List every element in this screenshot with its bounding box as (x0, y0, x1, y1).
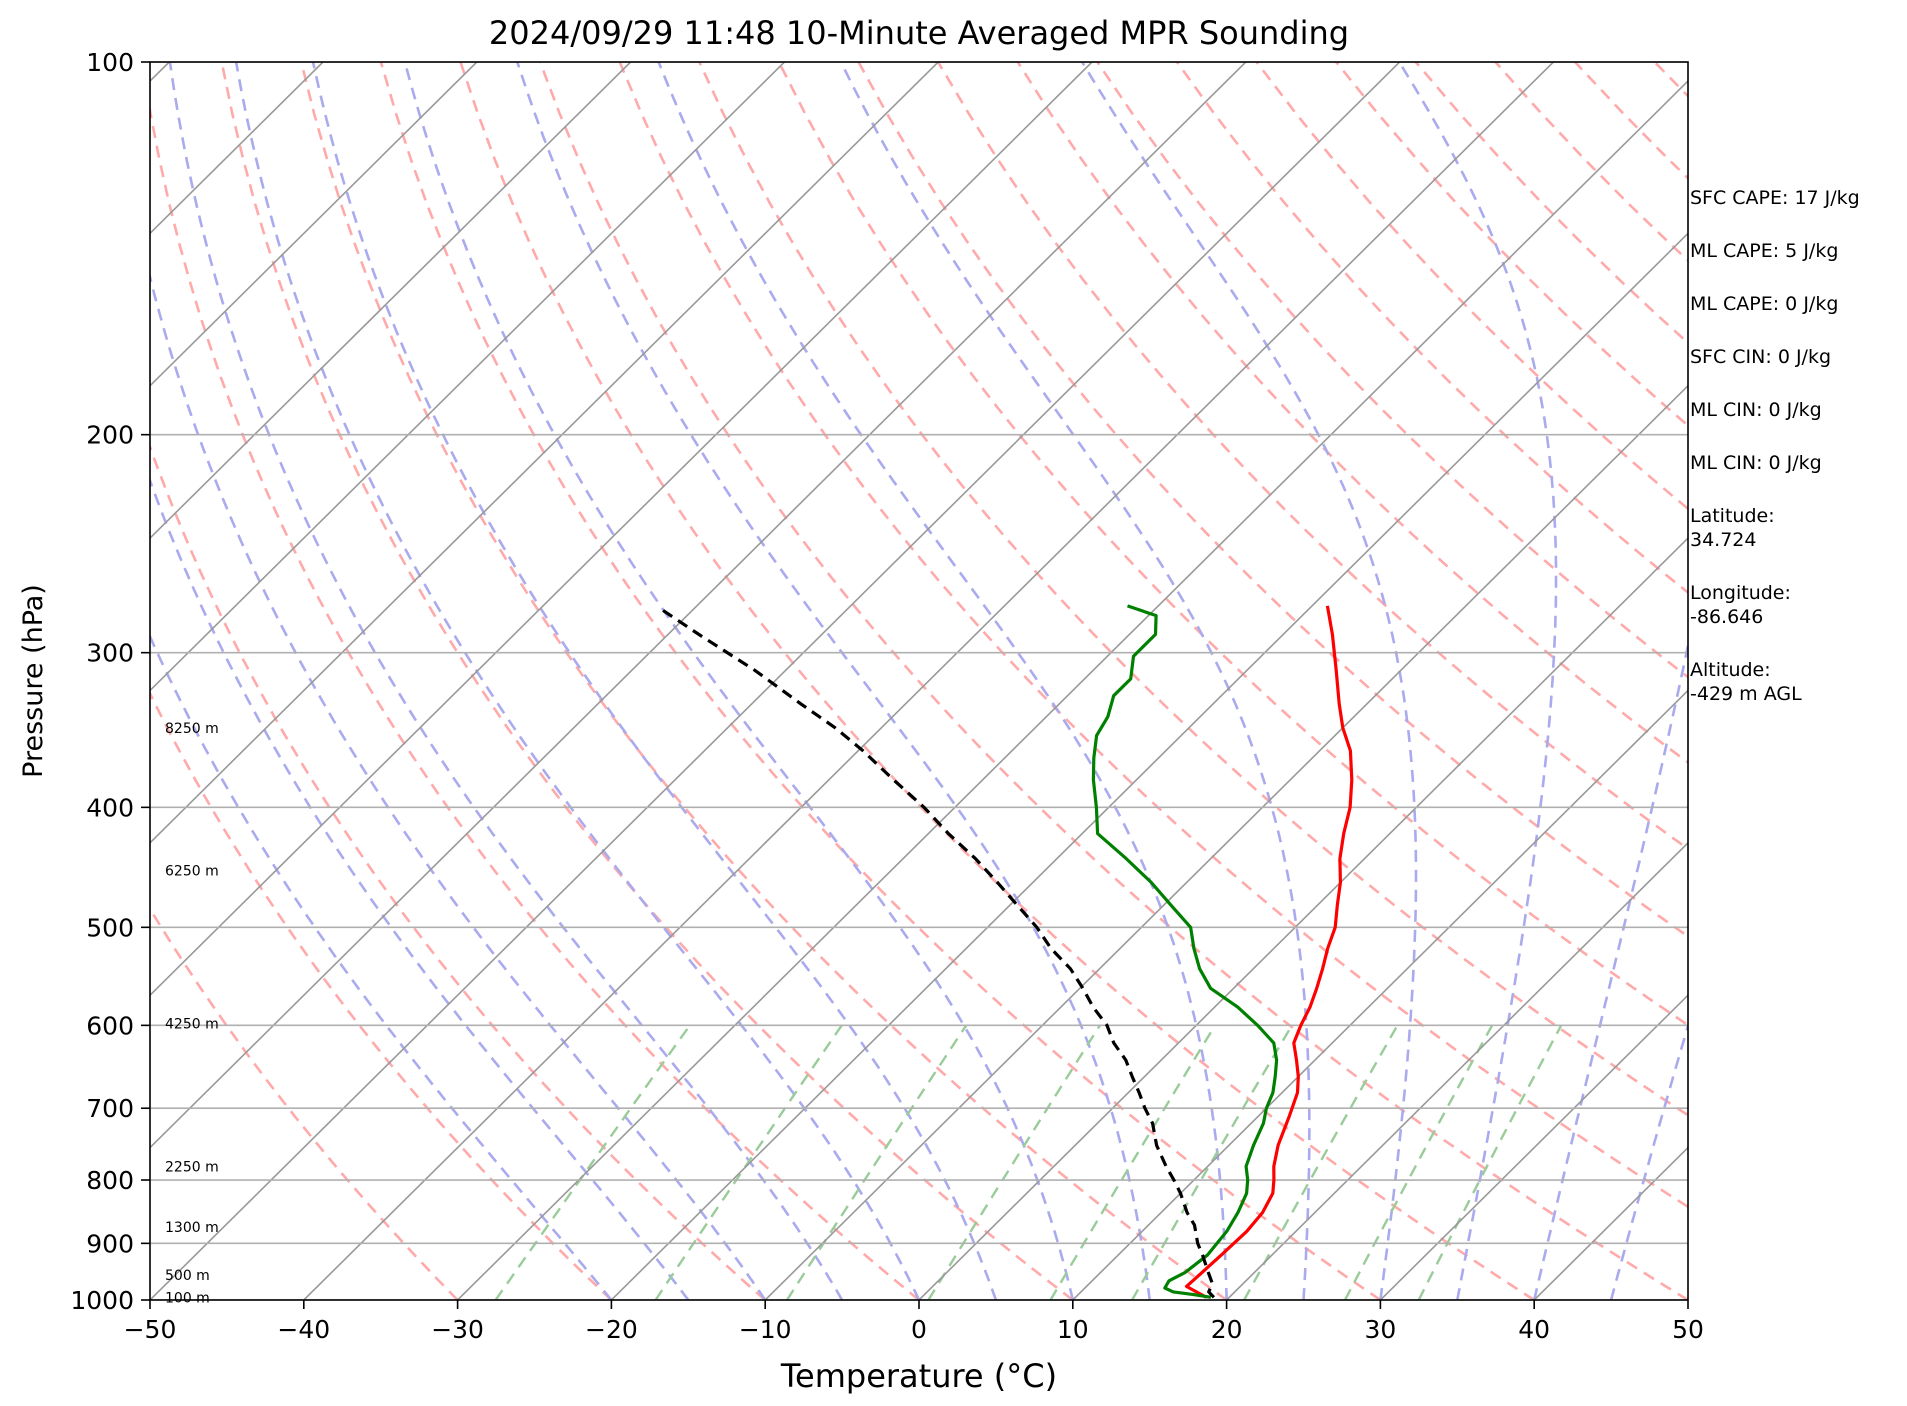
y-tick-label: 200 (86, 421, 134, 450)
height-label: 500 m (165, 1268, 210, 1284)
x-tick-label: −20 (585, 1315, 638, 1344)
isotherm-line (150, 62, 1247, 1149)
parcel-profile-line (661, 608, 1216, 1299)
y-axis-label: Pressure (hPa) (18, 584, 49, 778)
isotherm-line (1379, 994, 1688, 1300)
moist-adiabat-line (1080, 62, 1418, 1300)
height-labels: 8250 m 6250 m 4250 m 2250 m 1300 m 500 m 100 m (165, 721, 219, 1306)
isotherm-line (918, 537, 1688, 1300)
x-tick-label: 40 (1518, 1315, 1550, 1344)
dry-adiabat-line (379, 62, 1382, 1300)
moist-adiabat-line (234, 62, 921, 1300)
ml-cin-text: ML CIN: 0 J/kg (1690, 399, 1822, 421)
dry-adiabat-line (618, 62, 1688, 1209)
moist-adiabat-line (311, 62, 998, 1300)
sfc-cin-text: SFC CIN: 0 J/kg (1690, 346, 1832, 368)
x-axis-ticks: −50 −40 −30 −20 −10 0 10 20 30 40 50 (124, 1300, 1704, 1344)
background-lines (0, 62, 1688, 1300)
mu-cin-text: ML CIN: 0 J/kg (1690, 452, 1822, 474)
sounding-info-panel: SFC CAPE: 17 J/kg ML CAPE: 5 J/kg ML CAP… (1690, 186, 1900, 735)
ml-cape-text: ML CAPE: 5 J/kg (1690, 240, 1839, 262)
mixing-ratio-line (1049, 1024, 1217, 1300)
x-tick-label: 30 (1364, 1315, 1396, 1344)
dry-adiabat-line (538, 62, 1688, 1300)
isotherm-line (150, 62, 632, 540)
x-tick-label: 50 (1672, 1315, 1704, 1344)
moist-adiabat-line (1532, 639, 1688, 1300)
x-tick-label: −40 (277, 1315, 330, 1344)
moist-adiabat-line (1398, 62, 1558, 1300)
x-axis-label: Temperature (°C) (780, 1357, 1057, 1395)
y-tick-label: 600 (86, 1011, 134, 1040)
y-tick-label: 1000 (70, 1286, 134, 1315)
isotherm-line (610, 232, 1688, 1300)
y-tick-label: 700 (86, 1094, 134, 1123)
altitude-text: Altitude: -429 m AGL (1690, 659, 1802, 705)
y-tick-label: 400 (86, 793, 134, 822)
mu-cape-text: ML CAPE: 0 J/kg (1690, 293, 1839, 315)
dry-adiabat-line (300, 62, 1228, 1300)
moist-adiabat-line (168, 62, 844, 1300)
mixing-ratio-line (1343, 1024, 1494, 1300)
height-label: 8250 m (165, 721, 219, 737)
moist-adiabat-line (150, 476, 690, 1300)
temperature-profile-line (1184, 605, 1354, 1299)
height-label: 6250 m (165, 864, 219, 880)
isotherm-line (1226, 841, 1688, 1300)
moist-adiabat-line (150, 271, 767, 1300)
x-tick-label: 10 (1057, 1315, 1089, 1344)
y-tick-label: 300 (86, 639, 134, 668)
isotherm-line (457, 79, 1688, 1300)
height-label: 4250 m (165, 1017, 219, 1033)
x-tick-label: −10 (739, 1315, 792, 1344)
y-axis-ticks: 100 200 300 400 500 600 700 800 900 1000 (70, 48, 150, 1315)
y-tick-label: 900 (86, 1229, 134, 1258)
moist-adiabat-line (839, 62, 1311, 1300)
mixing-ratio-line (494, 1024, 691, 1300)
isotherm-line (150, 62, 478, 387)
y-tick-label: 100 (86, 48, 134, 77)
height-label: 100 m (165, 1290, 210, 1306)
profile-lines (661, 604, 1354, 1299)
x-tick-label: −50 (124, 1315, 177, 1344)
isotherm-line (1072, 689, 1688, 1300)
mixing-ratio-line (1417, 1024, 1563, 1300)
dry-adiabat-line (150, 690, 613, 1300)
isotherm-line (150, 62, 1093, 997)
dry-adiabat-line (150, 102, 920, 1300)
moist-adiabat-line (657, 62, 1228, 1300)
isotherm-line (150, 62, 939, 845)
moist-adiabat-line (403, 62, 1075, 1300)
dry-adiabat-line (220, 62, 1074, 1300)
isotherm-line (0, 62, 15, 1300)
x-tick-label: 0 (911, 1315, 927, 1344)
mixing-ratio-line (1131, 1024, 1293, 1300)
height-label: 2250 m (165, 1159, 219, 1175)
dry-adiabat-line (150, 906, 459, 1300)
x-tick-label: −30 (431, 1315, 484, 1344)
isotherm-line (150, 62, 785, 692)
moist-adiabat-line (516, 62, 1151, 1300)
latitude-text: Latitude: 34.724 (1690, 505, 1775, 551)
moist-adiabat-line (1609, 1021, 1688, 1300)
dry-adiabat-line (1175, 62, 1688, 595)
y-tick-label: 500 (86, 913, 134, 942)
sfc-cape-text: SFC CAPE: 17 J/kg (1690, 187, 1860, 209)
chart-title: 2024/09/29 11:48 10-Minute Averaged MPR … (489, 14, 1349, 52)
isotherm-line (150, 62, 1401, 1300)
dewpoint-profile-line (1091, 604, 1279, 1299)
x-tick-label: 20 (1211, 1315, 1243, 1344)
dry-adiabat-line (1096, 62, 1688, 679)
height-label: 1300 m (165, 1220, 219, 1236)
isotherm-line (303, 62, 1554, 1300)
isobar-grid (150, 62, 1688, 1300)
y-tick-label: 800 (86, 1166, 134, 1195)
longitude-text: Longitude: -86.646 (1690, 582, 1791, 628)
isotherm-line (764, 384, 1688, 1300)
dry-adiabat-line (150, 443, 767, 1300)
